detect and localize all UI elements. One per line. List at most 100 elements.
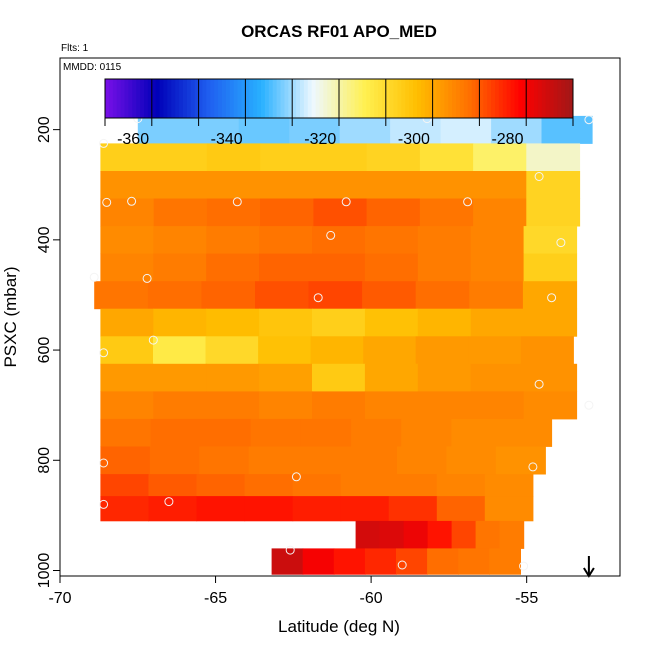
colorbar-swatch bbox=[268, 79, 274, 118]
heatmap-cell bbox=[206, 143, 261, 172]
sample-point bbox=[534, 172, 544, 181]
heatmap-cell bbox=[419, 143, 474, 172]
heatmap-cell bbox=[436, 474, 486, 497]
colorbar-swatch bbox=[190, 79, 196, 118]
colorbar-swatch bbox=[440, 79, 445, 118]
colorbar bbox=[104, 78, 574, 126]
colorbar-swatch bbox=[342, 79, 348, 118]
colorbar-swatch bbox=[225, 79, 231, 118]
x-tick-label: -70 bbox=[48, 590, 71, 607]
plot-frame bbox=[59, 57, 621, 577]
heatmap-cell bbox=[526, 198, 581, 227]
heatmap-cell bbox=[523, 226, 578, 255]
colorbar-swatch bbox=[132, 79, 137, 118]
colorbar-swatch bbox=[428, 79, 434, 118]
heatmap-cell bbox=[313, 143, 368, 172]
colorbar-ticks: -360 -340 -320 -300 -280 bbox=[117, 131, 524, 148]
y-tick-label: 800 bbox=[36, 447, 53, 474]
colorbar-tick-label: -300 bbox=[398, 131, 430, 148]
colorbar-swatch bbox=[432, 79, 437, 118]
heatmap-cell bbox=[364, 391, 419, 420]
colorbar-tick-label: -340 bbox=[211, 131, 243, 148]
colorbar-swatch bbox=[116, 79, 122, 118]
colorbar-swatch bbox=[210, 79, 215, 118]
colorbar-tick-label: -360 bbox=[117, 131, 149, 148]
chart-title: ORCAS RF01 APO_MED bbox=[241, 22, 437, 41]
x-tick-label: -60 bbox=[360, 590, 383, 607]
heatmap-cells bbox=[94, 115, 593, 575]
heatmap-cell bbox=[388, 474, 438, 497]
heatmap-cell bbox=[188, 115, 240, 144]
heatmap-cell bbox=[366, 198, 421, 227]
sample-point bbox=[463, 197, 473, 207]
heatmap-cell bbox=[238, 115, 290, 144]
heatmap-cell bbox=[364, 308, 419, 337]
colorbar-swatch bbox=[565, 79, 570, 118]
heatmap-cell bbox=[473, 198, 527, 227]
colorbar-swatch bbox=[393, 79, 398, 118]
heatmap-cell bbox=[100, 171, 155, 199]
colorbar-swatch bbox=[526, 79, 531, 118]
colorbar-swatch bbox=[374, 79, 379, 118]
sample-point bbox=[99, 458, 109, 468]
heatmap-cell bbox=[417, 253, 472, 282]
heatmap-cell bbox=[153, 226, 207, 255]
colorbar-swatch bbox=[397, 79, 402, 118]
colorbar-swatch bbox=[409, 79, 414, 118]
heatmap-cell bbox=[149, 446, 200, 475]
heatmap-cell bbox=[403, 520, 429, 549]
heatmap-cell bbox=[292, 474, 342, 497]
heatmap-cell bbox=[446, 446, 497, 475]
colorbar-swatch bbox=[358, 79, 363, 118]
heatmap-cell bbox=[205, 336, 259, 365]
heatmap-cell bbox=[260, 171, 314, 199]
heatmap-cell bbox=[308, 281, 363, 310]
colorbar-swatch bbox=[179, 79, 184, 118]
heatmap-cell bbox=[100, 474, 149, 497]
colorbar-swatch bbox=[534, 79, 539, 118]
heatmap-cell bbox=[470, 253, 525, 282]
heatmap-cell bbox=[417, 363, 472, 392]
heatmap-cell bbox=[206, 171, 261, 199]
colorbar-swatch bbox=[448, 79, 453, 118]
heatmap-cell bbox=[451, 520, 477, 549]
colorbar-swatch bbox=[389, 79, 395, 118]
colorbar-swatch bbox=[186, 79, 192, 118]
heatmap-cell bbox=[259, 226, 313, 255]
sample-point bbox=[142, 273, 152, 283]
colorbar-swatch bbox=[120, 79, 125, 118]
heatmap-cell bbox=[94, 281, 149, 310]
colorbar-swatch bbox=[319, 79, 324, 118]
heatmap-cell bbox=[364, 253, 419, 282]
heatmap-cell bbox=[366, 171, 421, 199]
heatmap-cell bbox=[250, 418, 302, 447]
heatmap-cell bbox=[206, 226, 260, 255]
heatmap-cell bbox=[100, 198, 155, 227]
colorbar-swatch bbox=[491, 79, 496, 118]
heatmap-cell bbox=[526, 143, 581, 172]
sample-point bbox=[99, 138, 109, 148]
sample-point bbox=[547, 293, 557, 303]
colorbar-swatch bbox=[280, 79, 285, 118]
colorbar-swatch bbox=[510, 79, 515, 118]
heatmap-cell bbox=[347, 446, 398, 475]
colorbar-swatch bbox=[506, 79, 512, 118]
flights-note: Flts: 1 bbox=[61, 43, 89, 54]
heatmap-cell bbox=[289, 115, 341, 144]
heatmap-cell bbox=[484, 496, 534, 522]
heatmap-cell bbox=[364, 226, 419, 255]
heatmap-cell bbox=[415, 281, 470, 310]
heatmap-cell bbox=[100, 336, 154, 365]
colorbar-swatch bbox=[206, 79, 211, 118]
sample-point bbox=[556, 238, 566, 248]
heatmap-cell bbox=[206, 308, 260, 337]
colorbar-swatch bbox=[475, 79, 480, 118]
colorbar-swatch bbox=[456, 79, 461, 118]
heatmap-cell bbox=[313, 198, 368, 227]
colorbar-swatch bbox=[530, 79, 535, 118]
heatmap-cell bbox=[470, 308, 525, 337]
colorbar-swatch bbox=[350, 79, 356, 118]
heatmap-cell bbox=[364, 548, 397, 575]
heatmap-cell bbox=[523, 253, 578, 282]
